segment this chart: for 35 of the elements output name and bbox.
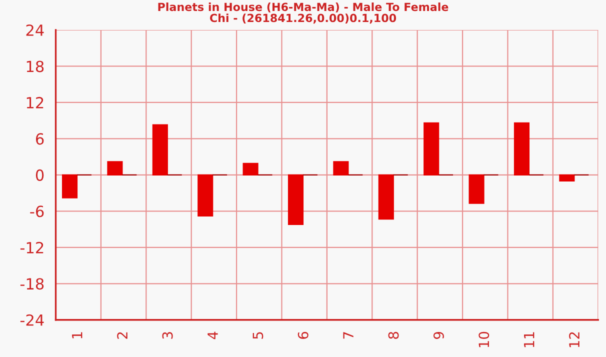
bar bbox=[468, 174, 484, 204]
x-tick-label: 8 bbox=[388, 332, 399, 339]
x-tick-label: 9 bbox=[433, 332, 444, 339]
chart-title: Planets in House (H6-Ma-Ma) - Male To Female bbox=[158, 2, 448, 12]
bar bbox=[559, 174, 575, 182]
chart-subtitle: Chi - (261841.26,0.00)0.1,100 bbox=[210, 14, 396, 24]
x-tick-label: 7 bbox=[343, 332, 354, 339]
x-tick-label: 11 bbox=[524, 332, 534, 348]
bar bbox=[107, 161, 123, 176]
y-tick-label: -24 bbox=[20, 314, 44, 326]
x-tick-label: 12 bbox=[569, 332, 580, 348]
bar bbox=[152, 124, 168, 176]
x-tick-label: 4 bbox=[208, 332, 218, 340]
y-tick-label: -12 bbox=[20, 242, 44, 254]
y-tick-label: 24 bbox=[26, 24, 44, 36]
y-tick-label: 18 bbox=[26, 60, 44, 72]
x-tick-label: 10 bbox=[478, 332, 490, 348]
bar bbox=[333, 161, 349, 176]
bar bbox=[242, 162, 258, 176]
bar bbox=[62, 174, 78, 198]
x-tick-label: 5 bbox=[252, 332, 264, 339]
y-tick-label: 12 bbox=[26, 96, 44, 108]
x-tick-label: 1 bbox=[72, 332, 82, 338]
bar bbox=[514, 122, 530, 176]
bar bbox=[198, 174, 214, 217]
y-tick-label: -18 bbox=[20, 278, 44, 290]
bar bbox=[288, 174, 304, 226]
y-tick-label: 0 bbox=[36, 169, 44, 181]
y-tick-label: -6 bbox=[30, 206, 44, 218]
bar bbox=[424, 122, 440, 176]
x-tick-label: 2 bbox=[117, 332, 128, 339]
x-tick-label: 6 bbox=[298, 332, 308, 339]
x-tick-label: 3 bbox=[162, 332, 173, 339]
bar bbox=[378, 174, 394, 220]
y-tick-label: 6 bbox=[36, 133, 44, 145]
